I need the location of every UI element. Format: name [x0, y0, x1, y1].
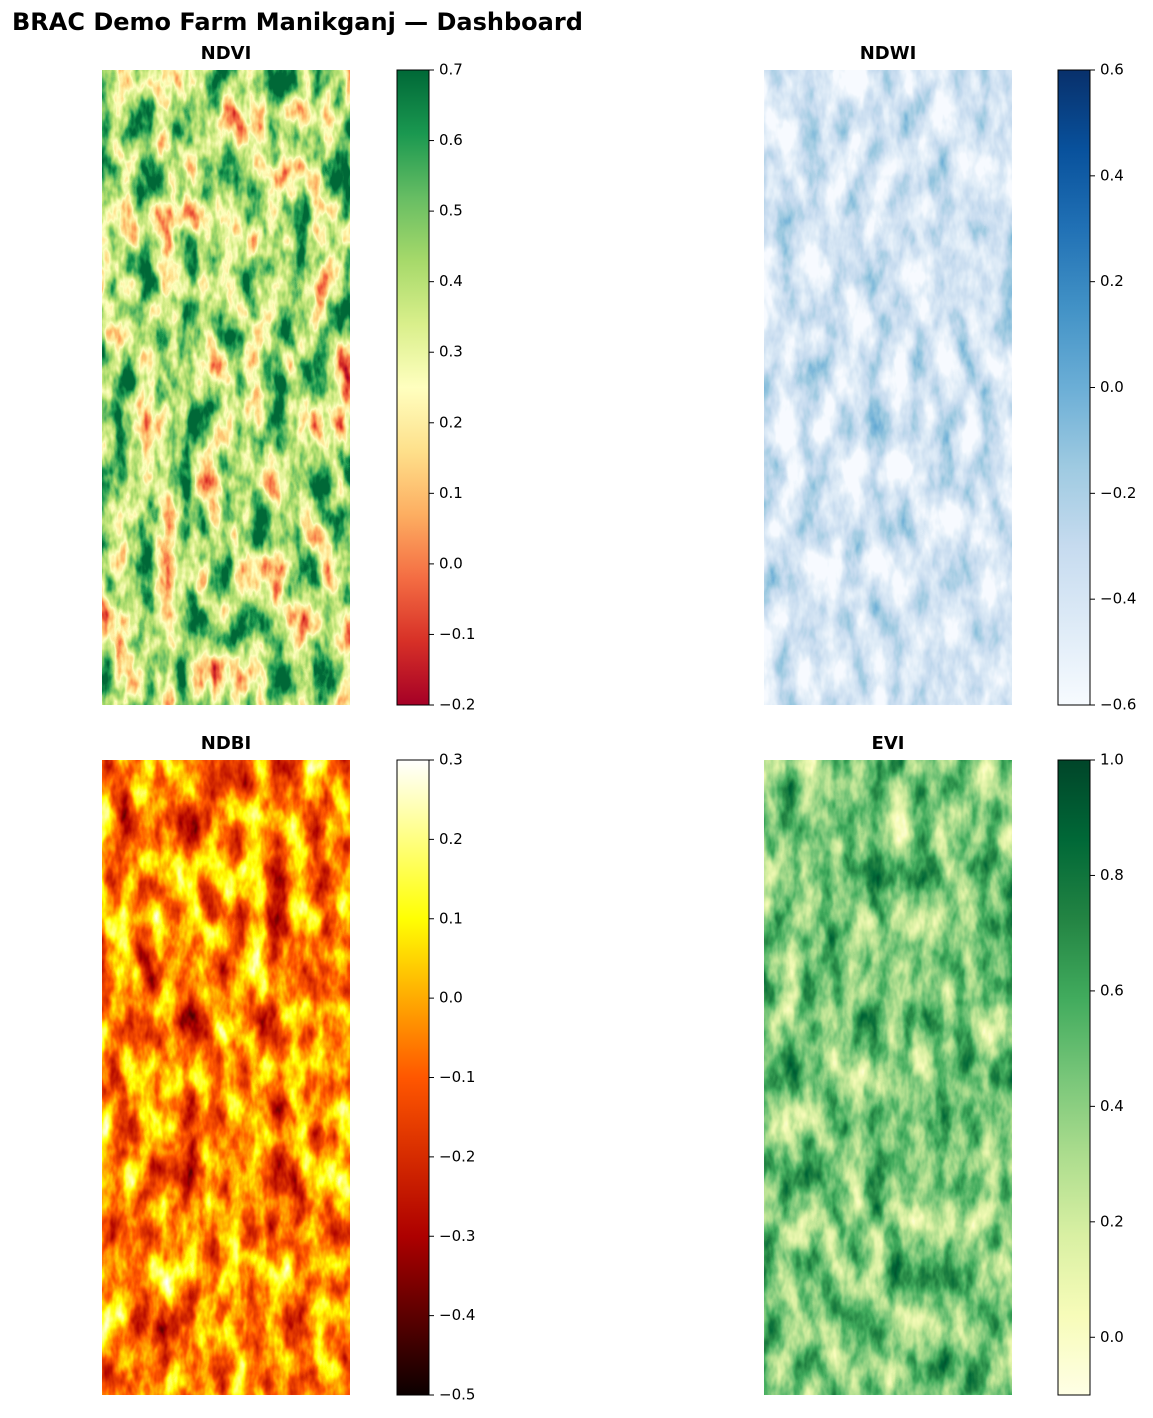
colorbar-tick-label: 0.2: [439, 413, 463, 431]
colorbar-tick-label: 0.6: [1100, 61, 1124, 79]
colorbar: [1057, 69, 1091, 706]
colorbar-tick-label: −0.2: [439, 1147, 475, 1165]
colorbar-tick-label: 0.1: [439, 909, 463, 927]
colorbar-tick-label: −0.6: [1100, 696, 1136, 714]
colorbar-tick-label: 0.0: [1100, 378, 1124, 396]
colorbar-tick-label: 0.5: [439, 202, 463, 220]
colorbar-tick-label: 0.8: [1100, 866, 1124, 884]
colorbar-tick-label: −0.1: [439, 625, 475, 643]
colorbar-tick-label: 0.0: [1100, 1328, 1124, 1346]
colorbar-tick-label: −0.5: [439, 1386, 475, 1404]
colorbar-tick-label: 0.4: [439, 272, 463, 290]
colorbar-tick-label: −0.2: [1100, 484, 1136, 502]
raster-image: [764, 760, 1012, 1395]
dashboard-title: BRAC Demo Farm Manikganj — Dashboard: [12, 8, 583, 36]
colorbar: [1057, 759, 1091, 1396]
colorbar-tick-label: 0.4: [1100, 1097, 1124, 1115]
colorbar-tick-label: 0.4: [1100, 166, 1124, 184]
colorbar-tick-label: 0.2: [1100, 1212, 1124, 1230]
raster-image: [102, 760, 350, 1395]
raster-image: [764, 70, 1012, 705]
panel-title: EVI: [872, 733, 905, 754]
raster-image: [102, 70, 350, 705]
colorbar: [396, 69, 430, 706]
colorbar: [396, 759, 430, 1396]
panel-title: NDVI: [201, 43, 252, 64]
colorbar-tick-label: 0.1: [439, 484, 463, 502]
colorbar-tick-label: 0.2: [1100, 272, 1124, 290]
colorbar-tick-label: −0.2: [439, 696, 475, 714]
colorbar-tick-label: 0.6: [439, 131, 463, 149]
colorbar-tick-label: 1.0: [1100, 751, 1124, 769]
colorbar-tick-label: 0.2: [439, 830, 463, 848]
panel-title: NDWI: [860, 43, 917, 64]
colorbar-tick-label: 0.0: [439, 554, 463, 572]
colorbar-tick-label: −0.3: [439, 1227, 475, 1245]
colorbar-tick-label: 0.6: [1100, 981, 1124, 999]
colorbar-tick-label: −0.4: [439, 1306, 475, 1324]
colorbar-tick-label: −0.4: [1100, 590, 1136, 608]
colorbar-tick-label: 0.7: [439, 61, 463, 79]
colorbar-tick-label: 0.3: [439, 343, 463, 361]
colorbar-tick-label: 0.0: [439, 989, 463, 1007]
colorbar-tick-label: 0.3: [439, 751, 463, 769]
panel-title: NDBI: [201, 733, 251, 754]
colorbar-tick-label: −0.1: [439, 1068, 475, 1086]
